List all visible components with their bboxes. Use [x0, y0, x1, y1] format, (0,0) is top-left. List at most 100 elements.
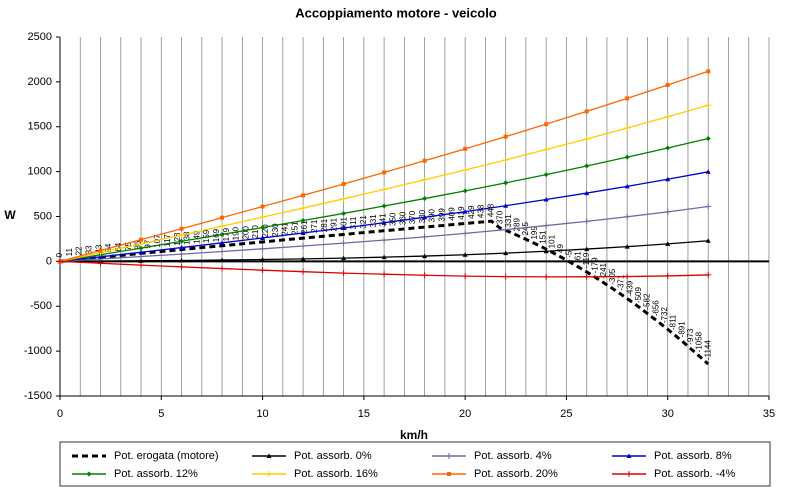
- data-label: 97: [143, 239, 152, 248]
- data-label: 49: [556, 244, 565, 253]
- x-tick-label: 15: [358, 408, 370, 420]
- marker: [340, 270, 347, 277]
- marker: [381, 203, 387, 209]
- marker: [219, 257, 225, 263]
- marker: [179, 245, 185, 250]
- marker: [462, 252, 468, 257]
- marker: [665, 241, 671, 246]
- marker: [624, 154, 630, 160]
- series-line: [59, 219, 710, 366]
- data-label: 245: [521, 221, 530, 235]
- y-tick-label: -1500: [24, 390, 52, 402]
- data-label: 261: [300, 220, 309, 234]
- data-label: 190: [232, 226, 241, 240]
- marker: [138, 249, 144, 255]
- marker: [706, 69, 711, 74]
- marker: [138, 240, 145, 247]
- marker: [503, 203, 509, 208]
- data-label: 331: [504, 214, 513, 228]
- marker: [178, 263, 185, 270]
- data-label: 360: [398, 211, 407, 225]
- x-tick-label: 20: [459, 408, 471, 420]
- data-label: 149: [192, 230, 201, 244]
- marker: [259, 214, 266, 221]
- y-tick-label: -500: [30, 300, 52, 312]
- data-label: 289: [513, 218, 522, 232]
- data-label: 448: [487, 203, 496, 217]
- marker: [503, 180, 509, 186]
- marker: [462, 209, 468, 214]
- data-label: 230: [271, 223, 280, 237]
- legend-label: Pot. assorb. 12%: [114, 468, 198, 480]
- marker: [421, 233, 428, 240]
- data-label: 199: [530, 226, 539, 240]
- marker: [381, 186, 388, 193]
- marker: [138, 258, 144, 263]
- legend-label: Pot. assorb. 20%: [474, 468, 558, 480]
- data-label: 138: [183, 231, 192, 245]
- legend-label: Pot. erogata (motore): [114, 450, 219, 462]
- marker: [446, 453, 452, 459]
- chart-title: Accoppiamento motore - veicolo: [295, 5, 497, 20]
- marker: [260, 204, 265, 209]
- data-label: -656: [651, 300, 660, 317]
- data-label: 159: [202, 229, 211, 243]
- data-label: -119: [582, 252, 591, 268]
- marker: [543, 273, 550, 280]
- x-axis-label: km/h: [400, 428, 428, 442]
- marker: [219, 248, 226, 255]
- marker: [300, 205, 307, 212]
- marker: [300, 230, 306, 236]
- marker: [462, 230, 469, 237]
- marker: [624, 125, 631, 132]
- marker: [300, 268, 307, 275]
- data-label: 271: [310, 219, 319, 233]
- data-label: 291: [330, 217, 339, 231]
- data-label: 370: [408, 210, 417, 224]
- data-label: 321: [359, 215, 368, 229]
- x-tick-label: 25: [560, 408, 572, 420]
- marker: [584, 190, 590, 196]
- data-label: 419: [457, 206, 466, 220]
- marker: [705, 238, 711, 243]
- y-tick-label: 1500: [28, 121, 52, 133]
- marker: [462, 273, 469, 280]
- data-label: -1144: [703, 340, 712, 360]
- data-label: 220: [261, 224, 270, 238]
- marker: [259, 267, 266, 274]
- marker: [382, 170, 387, 175]
- y-axis-label: W: [4, 208, 16, 222]
- data-label: -1058: [695, 331, 704, 352]
- data-label: 429: [467, 205, 476, 219]
- marker: [626, 453, 632, 458]
- marker: [543, 146, 550, 153]
- marker: [179, 226, 184, 231]
- y-tick-label: 1000: [28, 166, 52, 178]
- marker: [625, 96, 630, 101]
- marker: [340, 240, 347, 247]
- data-label: 22: [75, 246, 84, 255]
- marker: [340, 195, 347, 202]
- marker: [544, 122, 549, 127]
- marker: [584, 163, 590, 169]
- marker: [502, 156, 509, 163]
- marker: [503, 134, 508, 139]
- data-label: 64: [114, 242, 123, 251]
- data-label: -241: [599, 262, 608, 279]
- marker: [705, 136, 711, 142]
- marker: [624, 183, 630, 189]
- marker: [422, 196, 428, 202]
- marker: [583, 273, 590, 280]
- marker: [705, 271, 712, 278]
- data-label: 128: [173, 232, 182, 246]
- marker: [705, 203, 712, 210]
- marker: [381, 271, 388, 278]
- marker: [381, 220, 387, 225]
- marker: [98, 248, 103, 253]
- marker: [462, 167, 469, 174]
- legend-label: Pot. assorb. 8%: [654, 450, 732, 462]
- legend-label: Pot. assorb. 4%: [474, 450, 552, 462]
- data-label: 301: [340, 216, 349, 230]
- x-tick-label: 10: [256, 408, 268, 420]
- marker: [422, 253, 428, 259]
